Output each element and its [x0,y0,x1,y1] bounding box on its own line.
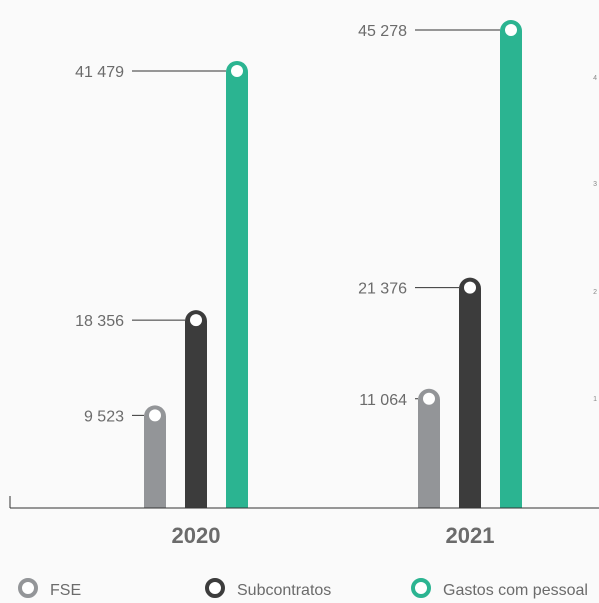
legend-item-subcontratos: Subcontratos [237,582,331,599]
bar-top-marker [423,392,435,405]
bar-2020-fse [144,405,166,508]
category-labels-layer: 2020 2021 [172,523,495,548]
legend: FSE Subcontratos Gastos com pessoal [18,578,588,599]
value-label: 9 523 [84,408,124,425]
value-label: 11 064 [359,392,407,409]
category-label-2020: 2020 [172,523,221,548]
value-label: 21 376 [358,281,407,298]
bar-2021-subcontratos [459,277,481,508]
legend-marker-icon [411,578,431,598]
value-labels-layer: 9 523 11 064 18 356 21 376 41 479 45 278 [75,23,500,425]
bar-2021-fse [418,388,440,508]
legend-item-gastos-com-pessoal: Gastos com pessoal [443,582,588,599]
bars-layer [144,20,522,508]
bar-2020-gastos-com-pessoal [226,60,248,508]
edge-tick-label: 2 [593,289,597,296]
bar-top-marker [231,64,243,77]
value-label: 45 278 [358,23,407,40]
bar-top-marker [190,314,202,327]
bar-top-marker [505,24,517,36]
edge-tick-label: 3 [593,181,597,188]
value-label: 18 356 [75,313,124,330]
bar-top-marker [149,409,161,422]
legend-marker-icon [18,578,38,598]
category-label-2021: 2021 [446,523,495,548]
bar-2021-gastos-com-pessoal [500,20,522,508]
legend-item-fse: FSE [50,582,81,599]
value-label: 41 479 [75,64,124,81]
bar-top-marker [464,281,476,294]
legend-marker-icon [205,578,225,598]
edge-tick-label: 4 [593,75,597,82]
partial-edge-axis: 4 3 2 1 [593,75,597,403]
edge-tick-label: 1 [593,396,597,403]
bar-2020-subcontratos [185,310,207,508]
